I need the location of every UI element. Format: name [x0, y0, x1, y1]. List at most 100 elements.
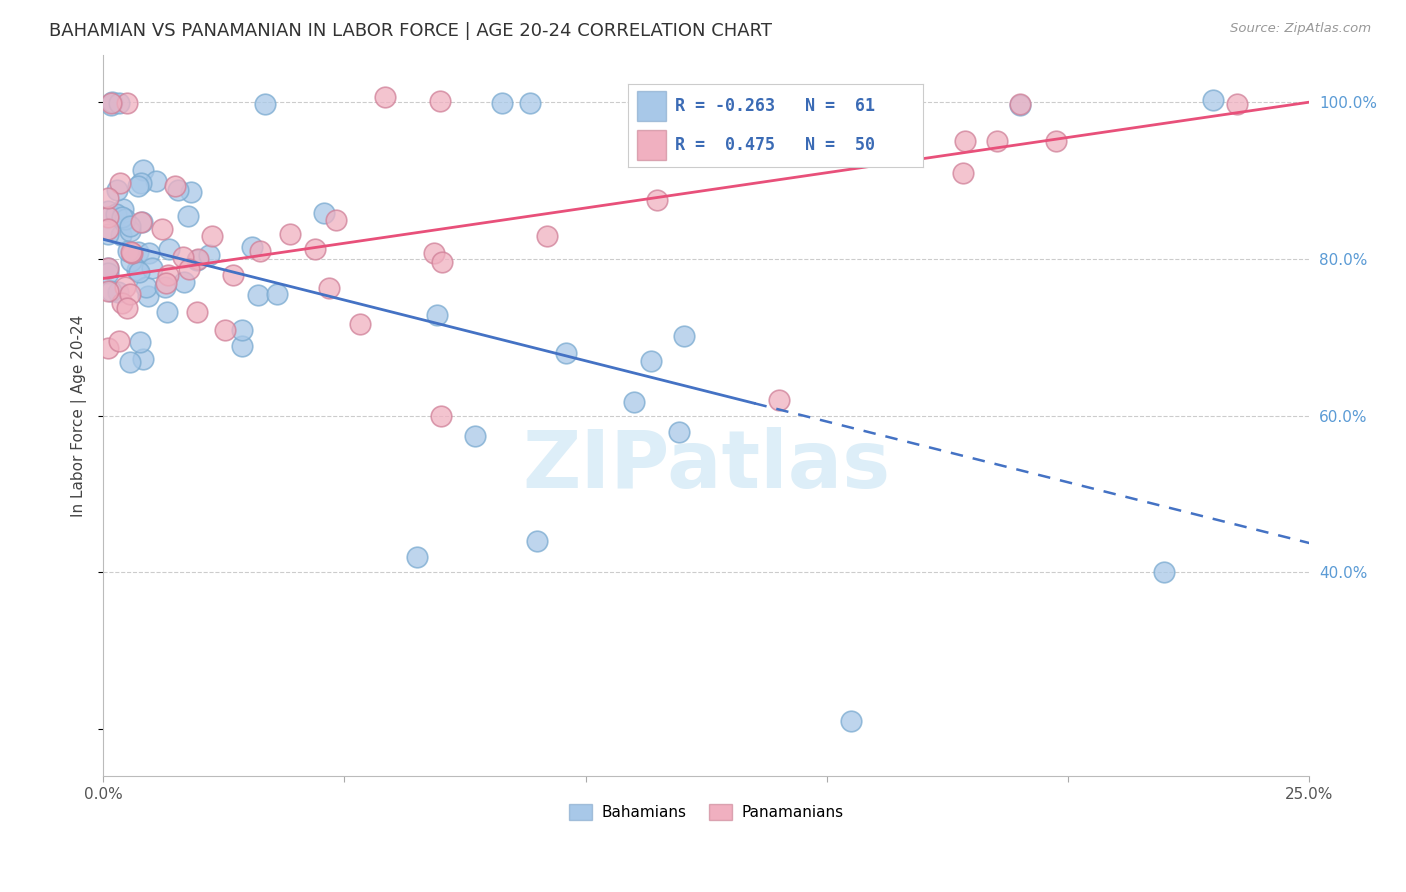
Point [117, 244, 139, 258]
Point [1226, 97, 1249, 112]
Point [186, 252, 208, 267]
Point [672, 328, 695, 343]
Point [768, 392, 790, 407]
Point [240, 240, 263, 254]
Point [117, 301, 139, 315]
Point [97, 191, 120, 205]
Point [491, 96, 513, 111]
Text: BAHAMIAN VS PANAMANIAN IN LABOR FORCE | AGE 20-24 CORRELATION CHART: BAHAMIAN VS PANAMANIAN IN LABOR FORCE | … [49, 22, 772, 40]
Point [197, 248, 219, 262]
Point [128, 265, 150, 279]
Point [247, 288, 270, 302]
Point [100, 284, 122, 298]
Point [349, 317, 371, 331]
Point [155, 277, 177, 291]
Point [101, 95, 124, 109]
Point [536, 228, 558, 243]
Point [1008, 97, 1031, 112]
Point [839, 714, 862, 729]
Point [374, 90, 396, 104]
Point [955, 134, 977, 148]
Point [121, 246, 143, 260]
Point [157, 242, 180, 256]
Point [430, 254, 453, 268]
Point [519, 95, 541, 110]
Point [640, 354, 662, 368]
Point [231, 323, 253, 337]
Point [127, 245, 149, 260]
Point [163, 179, 186, 194]
Point [105, 183, 128, 197]
Point [97, 211, 120, 225]
Point [645, 193, 668, 207]
Point [97, 261, 120, 276]
Point [111, 202, 134, 217]
Point [110, 227, 132, 242]
Point [325, 213, 347, 227]
Point [129, 214, 152, 228]
Point [110, 177, 132, 191]
Point [125, 262, 148, 277]
Point [1008, 98, 1031, 112]
Point [986, 134, 1008, 148]
Point [97, 342, 120, 356]
Text: ZIPatlas: ZIPatlas [522, 427, 890, 505]
Point [214, 323, 236, 337]
Point [222, 268, 245, 283]
Point [97, 227, 120, 242]
Point [115, 95, 138, 110]
Point [135, 280, 157, 294]
Point [97, 221, 120, 235]
Point [108, 96, 131, 111]
Point [128, 334, 150, 349]
Point [254, 97, 277, 112]
Point [314, 205, 336, 219]
Point [107, 334, 129, 349]
Y-axis label: In Labor Force | Age 20-24: In Labor Force | Age 20-24 [72, 315, 87, 516]
Point [952, 166, 974, 180]
Point [423, 245, 446, 260]
Point [150, 222, 173, 236]
Point [1202, 94, 1225, 108]
Point [526, 534, 548, 549]
Point [156, 305, 179, 319]
Text: Source: ZipAtlas.com: Source: ZipAtlas.com [1230, 22, 1371, 36]
Point [249, 244, 271, 259]
Point [186, 252, 208, 267]
Point [129, 176, 152, 190]
Point [138, 245, 160, 260]
Point [105, 206, 128, 220]
Point [118, 219, 141, 234]
Point [114, 280, 136, 294]
Point [136, 288, 159, 302]
Point [173, 250, 195, 264]
Point [266, 287, 288, 301]
Point [141, 260, 163, 275]
Point [231, 339, 253, 353]
Legend: Bahamians, Panamanians: Bahamians, Panamanians [562, 798, 849, 826]
Point [430, 409, 453, 423]
Point [111, 210, 134, 224]
Point [132, 352, 155, 367]
Point [120, 245, 142, 260]
Point [180, 185, 202, 199]
Point [97, 267, 120, 281]
Point [623, 395, 645, 409]
Point [118, 287, 141, 301]
Point [1045, 134, 1067, 148]
Point [155, 279, 177, 293]
Point [429, 94, 451, 108]
Point [464, 429, 486, 443]
Point [405, 549, 427, 564]
Point [177, 209, 200, 223]
Point [179, 262, 201, 277]
Point [107, 285, 129, 299]
Point [173, 275, 195, 289]
Point [127, 179, 149, 194]
Point [118, 224, 141, 238]
Point [318, 281, 340, 295]
Point [97, 285, 120, 299]
Point [120, 254, 142, 268]
Point [201, 229, 224, 244]
Point [555, 346, 578, 360]
